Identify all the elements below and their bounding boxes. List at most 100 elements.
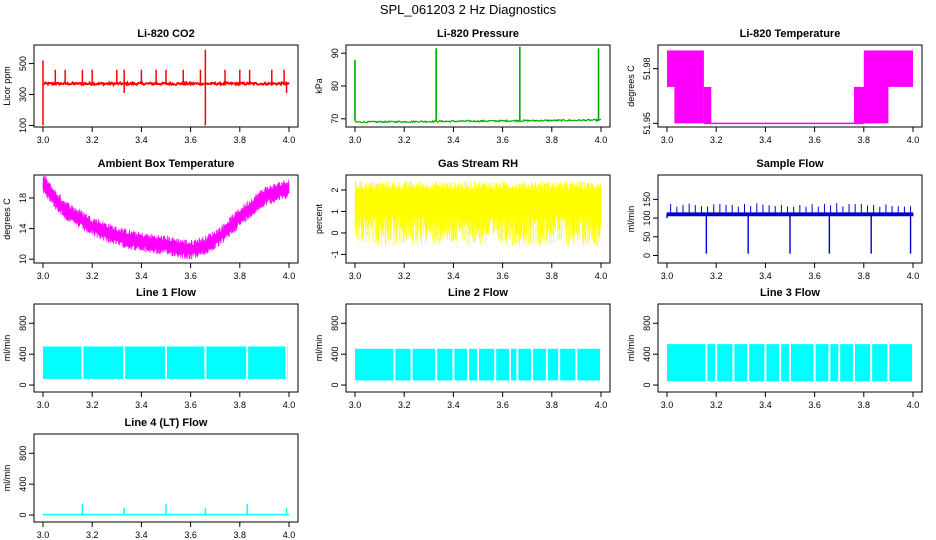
x-tick-label: 3.0 — [661, 271, 674, 281]
y-tick-label: 800 — [18, 316, 28, 331]
x-axis: 3.0 3.2 3.4 3.6 3.8 4.0 — [661, 392, 919, 410]
data-block — [83, 346, 124, 379]
y-axis-label: degrees C — [626, 65, 636, 107]
y-tick-label: 0 — [18, 383, 28, 388]
x-tick-label: 3.0 — [349, 400, 362, 410]
chart-line2: Line 2 Flow ml/min 3.0 3.2 3.4 3.6 3.8 4.0 0 400 8… — [314, 287, 611, 410]
x-tick-label: 3.8 — [546, 400, 559, 410]
plot-frame — [657, 303, 923, 393]
x-tick-label: 3.2 — [86, 271, 99, 281]
data-fill — [355, 348, 600, 381]
data-line — [354, 118, 602, 124]
chart-co2: Li-820 CO2 Licor ppm 3.0 3.2 3.4 3.6 3.8 4.0 100… — [2, 28, 299, 145]
y-tick-label: 800 — [642, 316, 652, 331]
data-line — [354, 181, 602, 246]
y-axis-label: ml/min — [626, 206, 636, 233]
data-block — [496, 348, 509, 381]
data-block — [510, 348, 517, 381]
y-tick-label: 0 — [18, 513, 28, 518]
data-block — [412, 348, 436, 381]
chart-rh: Gas Stream RH percent 3.0 3.2 3.4 3.6 3.8 4.0 -1… — [314, 158, 611, 281]
x-axis: 3.0 3.2 3.4 3.6 3.8 4.0 — [349, 127, 608, 145]
data-line — [42, 175, 290, 260]
x-axis: 3.0 3.2 3.4 3.6 3.8 4.0 — [349, 392, 607, 410]
chart-line1: Line 1 Flow ml/min 3.0 3.2 3.4 3.6 3.8 4.0 0 400 8… — [2, 287, 299, 410]
x-tick-label: 4.0 — [595, 135, 608, 145]
data-fill — [43, 346, 288, 379]
series-co2 — [42, 49, 290, 126]
x-tick-label: 3.6 — [184, 135, 197, 145]
x-tick-label: 3.2 — [86, 400, 99, 410]
y-tick-label: 800 — [18, 446, 28, 461]
data-block — [674, 50, 704, 124]
data-block — [469, 348, 477, 381]
data-block — [479, 348, 495, 381]
data-block — [355, 348, 394, 381]
x-tick-label: 4.0 — [283, 135, 296, 145]
data-block — [840, 344, 853, 382]
chart-title: Li-820 CO2 — [137, 28, 194, 40]
x-axis: 3.0 3.2 3.4 3.6 3.8 4.0 — [37, 263, 296, 281]
data-block — [815, 344, 829, 382]
y-tick-label: 400 — [18, 347, 28, 362]
plot-frame — [345, 44, 611, 128]
series-rh — [354, 181, 602, 246]
plot-frame — [33, 303, 299, 393]
x-tick-label: 4.0 — [283, 530, 296, 540]
y-axis-label: ml/min — [2, 335, 12, 362]
y-tick-label: 70 — [330, 114, 340, 124]
y-axis: 10 14 18 — [18, 193, 34, 264]
x-tick-label: 3.6 — [496, 400, 509, 410]
x-axis: 3.0 3.2 3.4 3.6 3.8 4.0 — [37, 127, 296, 145]
y-axis: 0 400 800 — [642, 316, 658, 388]
y-axis: 0 400 800 — [18, 316, 34, 388]
x-tick-label: 3.0 — [349, 271, 362, 281]
data-block — [781, 344, 789, 382]
y-axis-label: percent — [314, 203, 324, 234]
x-tick-label: 4.0 — [283, 271, 296, 281]
data-block — [518, 348, 532, 381]
x-tick-label: 4.0 — [907, 135, 920, 145]
x-tick-label: 3.4 — [135, 400, 148, 410]
chart-title: Line 2 Flow — [448, 287, 508, 299]
y-tick-label: 0 — [642, 253, 652, 258]
y-tick-label: 100 — [642, 211, 652, 226]
x-tick-label: 3.8 — [546, 271, 559, 281]
y-tick-label: 50 — [642, 232, 652, 242]
x-tick-label: 3.2 — [710, 135, 723, 145]
chart-line4: Line 4 (LT) Flow ml/min 3.0 3.2 3.4 3.6 3.8 4.0… — [2, 417, 299, 540]
data-block — [206, 346, 247, 379]
chart-title: Line 4 (LT) Flow — [125, 417, 208, 429]
x-tick-label: 3.0 — [37, 135, 50, 145]
y-tick-label: 100 — [18, 118, 28, 133]
y-tick-label: 14 — [18, 224, 28, 234]
data-block — [547, 348, 559, 381]
x-tick-label: 3.8 — [234, 135, 247, 145]
x-tick-label: 3.0 — [37, 530, 50, 540]
chart-title: Ambient Box Temperature — [98, 158, 235, 170]
data-block — [560, 348, 576, 381]
x-tick-label: 3.8 — [546, 135, 559, 145]
y-tick-label: 51.95 — [642, 112, 652, 135]
x-tick-label: 3.0 — [349, 135, 362, 145]
x-tick-label: 3.2 — [398, 400, 411, 410]
y-tick-label: 0 — [330, 383, 340, 388]
y-axis: 70 80 90 — [330, 48, 346, 124]
y-axis-label: kPa — [314, 78, 324, 94]
x-tick-label: 3.4 — [447, 400, 460, 410]
plot-frame — [345, 174, 611, 264]
x-tick-label: 3.2 — [710, 271, 723, 281]
x-axis: 3.0 3.2 3.4 3.6 3.8 4.0 — [37, 392, 295, 410]
y-tick-label: 400 — [642, 347, 652, 362]
x-tick-label: 3.6 — [496, 271, 509, 281]
y-axis: 51.95 51.98 — [642, 57, 658, 135]
y-tick-label: 800 — [330, 316, 340, 331]
y-axis: 0 50 100 150 — [642, 192, 658, 258]
x-tick-label: 3.4 — [447, 135, 460, 145]
y-axis: 0 400 800 — [18, 446, 34, 518]
x-tick-label: 3.4 — [135, 271, 148, 281]
y-axis: -1 0 1 2 — [330, 188, 346, 258]
y-axis-label: degrees C — [2, 198, 12, 240]
